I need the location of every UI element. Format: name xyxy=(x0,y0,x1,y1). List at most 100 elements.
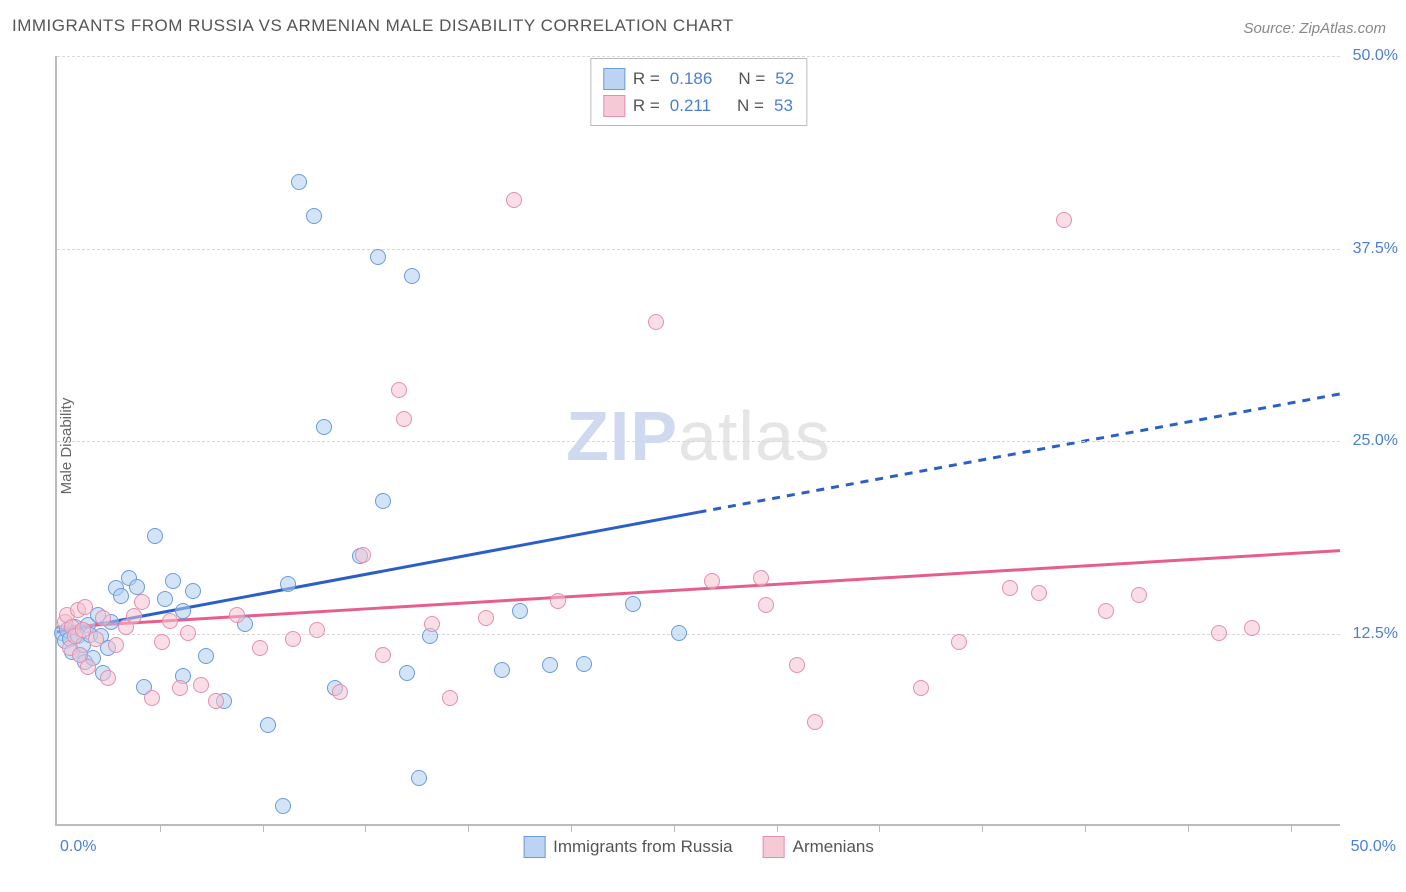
data-point xyxy=(252,640,268,656)
legend-row: R =0.211N =53 xyxy=(603,92,794,119)
data-point xyxy=(198,648,214,664)
data-point xyxy=(309,622,325,638)
legend-r-value: 0.186 xyxy=(670,65,713,92)
data-point xyxy=(913,680,929,696)
source-label: Source: ZipAtlas.com xyxy=(1243,20,1386,37)
x-axis-start-label: 0.0% xyxy=(60,838,96,856)
data-point xyxy=(1056,212,1072,228)
gridline xyxy=(57,634,1340,635)
data-point xyxy=(95,610,111,626)
data-point xyxy=(404,268,420,284)
correlation-legend: R = 0.186 N = 52R = 0.211 N = 53 xyxy=(590,58,807,126)
data-point xyxy=(100,670,116,686)
data-point xyxy=(399,665,415,681)
legend-item: Immigrants from Russia xyxy=(523,836,732,858)
data-point xyxy=(162,613,178,629)
legend-r-label: R = xyxy=(633,65,660,92)
data-point xyxy=(180,625,196,641)
legend-n-label: N = xyxy=(737,92,764,119)
data-point xyxy=(789,657,805,673)
legend-n-label: N = xyxy=(738,65,765,92)
data-point xyxy=(396,411,412,427)
data-point xyxy=(1098,603,1114,619)
data-point xyxy=(648,314,664,330)
x-tick-mark xyxy=(1291,824,1292,832)
data-point xyxy=(77,599,93,615)
data-point xyxy=(147,528,163,544)
data-point xyxy=(753,570,769,586)
data-point xyxy=(506,192,522,208)
data-point xyxy=(1131,587,1147,603)
data-point xyxy=(1031,585,1047,601)
y-tick-label: 50.0% xyxy=(1353,47,1398,65)
data-point xyxy=(391,382,407,398)
legend-r-value: 0.211 xyxy=(670,92,711,119)
data-point xyxy=(108,637,124,653)
x-tick-mark xyxy=(365,824,366,832)
legend-label: Immigrants from Russia xyxy=(553,837,732,857)
legend-swatch xyxy=(603,95,625,117)
data-point xyxy=(355,547,371,563)
legend-n-value: 52 xyxy=(775,65,794,92)
data-point xyxy=(671,625,687,641)
trend-line xyxy=(699,394,1341,512)
data-point xyxy=(260,717,276,733)
data-point xyxy=(550,593,566,609)
data-point xyxy=(316,419,332,435)
data-point xyxy=(229,607,245,623)
x-tick-mark xyxy=(571,824,572,832)
x-tick-mark xyxy=(777,824,778,832)
legend-row: R = 0.186 N = 52 xyxy=(603,65,794,92)
data-point xyxy=(411,770,427,786)
data-point xyxy=(113,588,129,604)
data-point xyxy=(807,714,823,730)
data-point xyxy=(542,657,558,673)
data-point xyxy=(185,583,201,599)
data-point xyxy=(154,634,170,650)
data-point xyxy=(88,631,104,647)
y-tick-label: 37.5% xyxy=(1353,240,1398,258)
x-tick-mark xyxy=(468,824,469,832)
data-point xyxy=(134,594,150,610)
data-point xyxy=(1244,620,1260,636)
legend-swatch xyxy=(523,836,545,858)
gridline xyxy=(57,441,1340,442)
data-point xyxy=(758,597,774,613)
legend-swatch xyxy=(603,68,625,90)
plot-area: ZIPatlas R =0.186N =52R =0.211N =53 0.0%… xyxy=(55,56,1340,826)
x-axis-end-label: 50.0% xyxy=(1351,838,1396,856)
data-point xyxy=(951,634,967,650)
data-point xyxy=(275,798,291,814)
x-tick-mark xyxy=(1188,824,1189,832)
data-point xyxy=(172,680,188,696)
data-point xyxy=(375,647,391,663)
data-point xyxy=(285,631,301,647)
legend-item: Armenians xyxy=(763,836,874,858)
legend-swatch xyxy=(763,836,785,858)
data-point xyxy=(576,656,592,672)
data-point xyxy=(1211,625,1227,641)
x-tick-mark xyxy=(879,824,880,832)
trend-line xyxy=(57,551,1340,628)
legend-n-value: 53 xyxy=(774,92,793,119)
data-point xyxy=(157,591,173,607)
data-point xyxy=(478,610,494,626)
data-point xyxy=(306,208,322,224)
y-tick-label: 25.0% xyxy=(1353,432,1398,450)
data-point xyxy=(1002,580,1018,596)
data-point xyxy=(208,693,224,709)
data-point xyxy=(165,573,181,589)
x-tick-mark xyxy=(1085,824,1086,832)
y-tick-label: 12.5% xyxy=(1353,625,1398,643)
data-point xyxy=(625,596,641,612)
data-point xyxy=(144,690,160,706)
data-point xyxy=(370,249,386,265)
x-tick-mark xyxy=(263,824,264,832)
data-point xyxy=(280,576,296,592)
gridline xyxy=(57,249,1340,250)
data-point xyxy=(291,174,307,190)
series-legend: Immigrants from Russia Armenians xyxy=(523,836,874,858)
data-point xyxy=(129,579,145,595)
x-tick-mark xyxy=(982,824,983,832)
gridline xyxy=(57,56,1340,57)
